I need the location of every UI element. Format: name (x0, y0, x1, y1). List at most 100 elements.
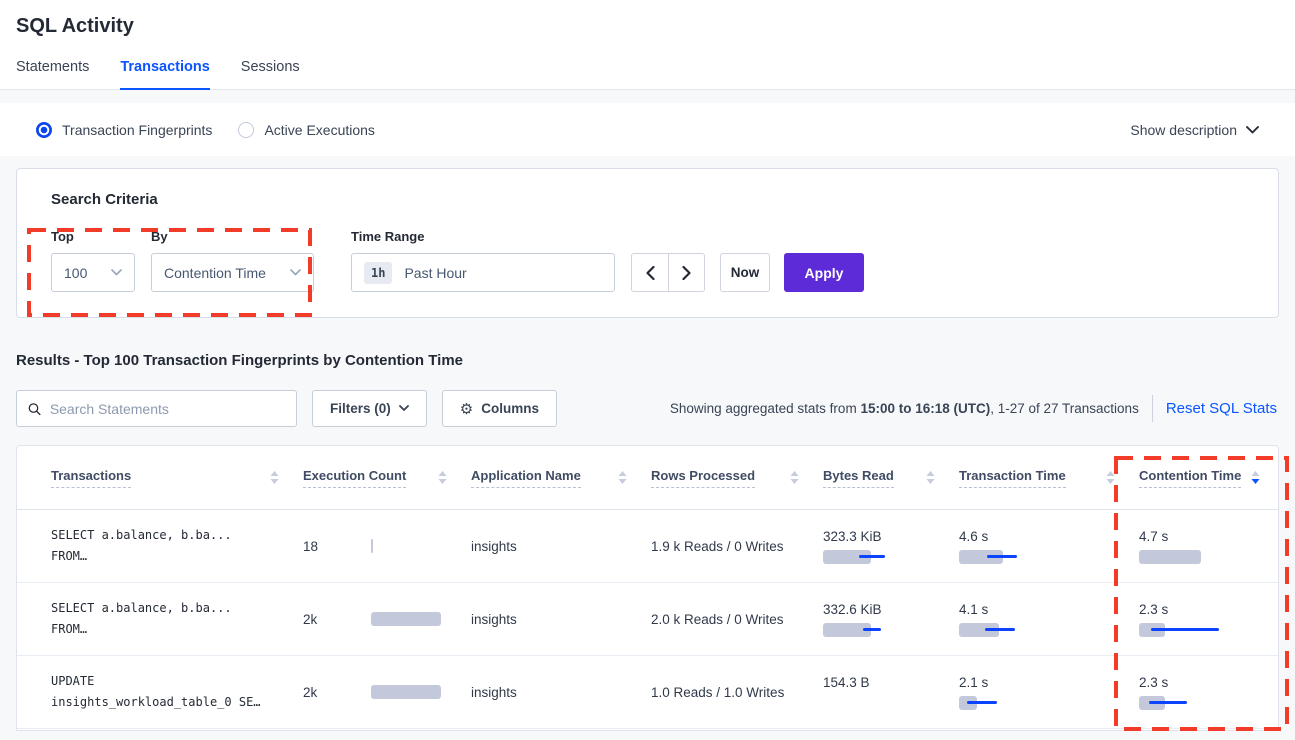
transaction-fingerprint-link[interactable]: SELECT a.balance, b.ba... FROM… (51, 601, 232, 636)
top-label: Top (51, 229, 74, 244)
transaction-time-cell: 4.6 s (959, 529, 1139, 564)
columns-label: Columns (481, 401, 539, 416)
time-nav-group (631, 253, 705, 292)
time-range-select[interactable]: 1h Past Hour (351, 253, 615, 292)
columns-button[interactable]: ⚙ Columns (441, 390, 557, 427)
table-row: UPDATE insights_workload_table_0 SE… 2k … (17, 656, 1278, 729)
rows-processed-cell: 2.0 k Reads / 0 Writes (651, 611, 784, 627)
page-header: SQL Activity Statements Transactions Ses… (0, 0, 1295, 90)
chevron-down-icon (398, 405, 409, 411)
transaction-fingerprint-link[interactable]: UPDATE insights_workload_table_0 SE… (51, 674, 261, 709)
search-criteria-heading: Search Criteria (51, 191, 158, 208)
toolbar-divider (1151, 395, 1153, 422)
sort-icon (1106, 471, 1115, 484)
chevron-down-icon (1246, 125, 1259, 133)
transaction-fingerprint-link[interactable]: SELECT a.balance, b.ba... FROM… (51, 528, 232, 563)
execution-count-cell: 2k (303, 685, 471, 700)
table-row: SELECT a.balance, b.ba... FROM… 2k insig… (17, 583, 1278, 656)
contention-time-cell: 4.7 s (1139, 529, 1268, 564)
page-title: SQL Activity (16, 15, 134, 37)
bytes-read-cell: 332.6 KiB (823, 602, 959, 637)
application-name-cell: insights (471, 684, 517, 700)
table-header-row: Transactions Execution Count Application… (17, 446, 1278, 510)
execution-count-bar (371, 685, 461, 699)
filters-button[interactable]: Filters (0) (312, 390, 427, 427)
time-range-label: Time Range (351, 229, 425, 244)
radio-unselected-icon (238, 121, 255, 138)
tab-sessions[interactable]: Sessions (240, 59, 300, 75)
sort-icon (926, 471, 935, 484)
chevron-down-icon (111, 269, 122, 276)
sort-icon (270, 471, 279, 484)
transaction-time-bar (959, 549, 1049, 564)
sort-icon (438, 471, 447, 484)
column-header-transactions[interactable]: Transactions (51, 468, 303, 488)
time-range-value: Past Hour (404, 264, 467, 281)
tab-statements[interactable]: Statements (16, 59, 90, 75)
reset-sql-stats-link[interactable]: Reset SQL Stats (1165, 400, 1277, 417)
aggregated-stats-text: Showing aggregated stats from 15:00 to 1… (669, 401, 1139, 416)
by-select[interactable]: Contention Time (151, 253, 314, 292)
results-heading: Results - Top 100 Transaction Fingerprin… (16, 352, 464, 369)
sort-desc-active-icon (1251, 471, 1260, 484)
now-button[interactable]: Now (720, 253, 770, 292)
chevron-down-icon (591, 269, 602, 276)
execution-count-bar (371, 539, 461, 553)
radio-label: Transaction Fingerprints (62, 121, 213, 138)
sort-icon (618, 471, 627, 484)
contention-time-bar (1139, 622, 1229, 637)
contention-time-bar (1139, 549, 1229, 564)
tab-transactions[interactable]: Transactions (120, 59, 210, 90)
contention-time-cell: 2.3 s (1139, 602, 1268, 637)
transaction-time-cell: 2.1 s (959, 675, 1139, 710)
execution-count-cell: 2k (303, 612, 471, 627)
top-field: Top 100 (51, 229, 135, 292)
radio-transaction-fingerprints[interactable]: Transaction Fingerprints (36, 121, 213, 138)
column-header-bytes-read[interactable]: Bytes Read (823, 468, 959, 488)
rows-processed-cell: 1.9 k Reads / 0 Writes (651, 538, 784, 554)
by-field: By Contention Time (151, 229, 314, 292)
top-value: 100 (64, 264, 88, 281)
time-range-badge: 1h (364, 261, 393, 284)
bytes-read-bar (823, 549, 913, 564)
chevron-down-icon (290, 269, 301, 276)
rows-processed-cell: 1.0 Reads / 1.0 Writes (651, 684, 785, 700)
bytes-read-cell: 323.3 KiB (823, 529, 959, 564)
filters-label: Filters (0) (330, 401, 391, 416)
column-header-contention-time[interactable]: Contention Time (1139, 468, 1268, 488)
search-criteria-card: Search Criteria Top 100 By Contention Ti… (16, 168, 1279, 318)
column-header-application-name[interactable]: Application Name (471, 468, 651, 488)
tab-bar: Statements Transactions Sessions (0, 59, 1295, 90)
column-header-execution-count[interactable]: Execution Count (303, 468, 471, 488)
transaction-time-bar (959, 695, 1049, 710)
transaction-time-cell: 4.1 s (959, 602, 1139, 637)
view-toggle-strip: Transaction Fingerprints Active Executio… (0, 103, 1295, 156)
stats-time-range: 15:00 to 16:18 (UTC) (860, 401, 991, 416)
top-select[interactable]: 100 (51, 253, 135, 292)
bytes-read-bar (823, 696, 913, 710)
column-header-transaction-time[interactable]: Transaction Time (959, 468, 1139, 488)
next-time-button[interactable] (668, 253, 705, 292)
contention-time-cell: 2.3 s (1139, 675, 1268, 710)
column-header-rows-processed[interactable]: Rows Processed (651, 468, 823, 488)
chevron-right-icon (682, 265, 691, 280)
search-statements-input[interactable] (49, 400, 285, 417)
previous-time-button[interactable] (631, 253, 668, 292)
execution-count-bar (371, 612, 461, 626)
execution-count-cell: 18 (303, 539, 471, 554)
search-icon (28, 402, 41, 415)
apply-button[interactable]: Apply (784, 253, 864, 292)
show-description-label: Show description (1130, 121, 1237, 138)
contention-time-bar (1139, 695, 1229, 710)
radio-active-executions[interactable]: Active Executions (238, 121, 375, 138)
transaction-time-bar (959, 622, 1049, 637)
by-value: Contention Time (164, 264, 266, 281)
search-statements-box[interactable] (16, 390, 297, 427)
show-description-toggle[interactable]: Show description (1130, 122, 1259, 138)
application-name-cell: insights (471, 611, 517, 627)
by-label: By (151, 229, 168, 244)
radio-label: Active Executions (264, 121, 375, 138)
radio-selected-icon (36, 121, 52, 138)
sort-icon (790, 471, 799, 484)
